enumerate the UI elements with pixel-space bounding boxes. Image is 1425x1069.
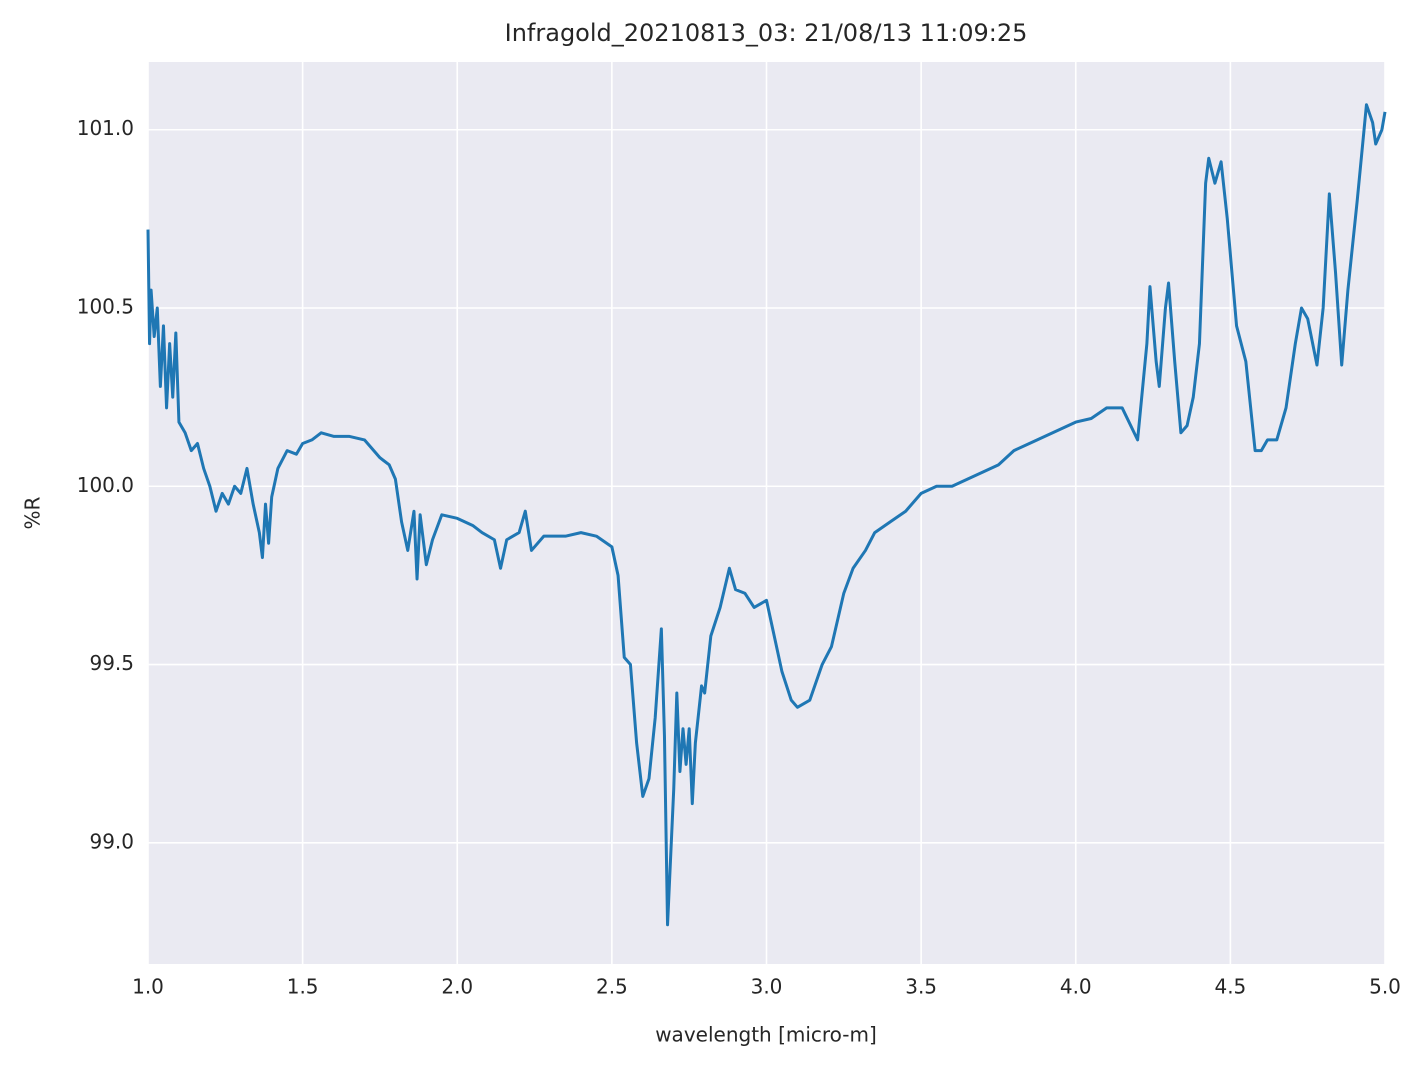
x-tick-label: 2.0 — [441, 975, 473, 999]
x-tick-label: 1.5 — [287, 975, 319, 999]
y-tick-label: 100.5 — [77, 295, 134, 319]
marks — [146, 103, 1387, 927]
x-tick-label: 4.5 — [1214, 975, 1246, 999]
grid — [147, 62, 1386, 964]
y-tick-label: 101.0 — [77, 116, 134, 140]
x-tick-label: 5.0 — [1369, 975, 1401, 999]
y-tick-label: 99.0 — [89, 829, 134, 853]
x-tick-label: 3.5 — [905, 975, 937, 999]
chart-title: Infragold_20210813_03: 21/08/13 11:09:25 — [505, 19, 1028, 47]
data-line — [146, 103, 1387, 927]
y-axis-label: %R — [21, 496, 45, 529]
x-tick-label: 1.0 — [132, 975, 164, 999]
x-tick-label: 3.0 — [751, 975, 783, 999]
x-tick-label: 4.0 — [1060, 975, 1092, 999]
y-tick-label: 100.0 — [77, 473, 134, 497]
y-tick-label: 99.5 — [89, 651, 134, 675]
x-axis-label: wavelength [micro-m] — [655, 1023, 877, 1047]
x-tick-label: 2.5 — [596, 975, 628, 999]
